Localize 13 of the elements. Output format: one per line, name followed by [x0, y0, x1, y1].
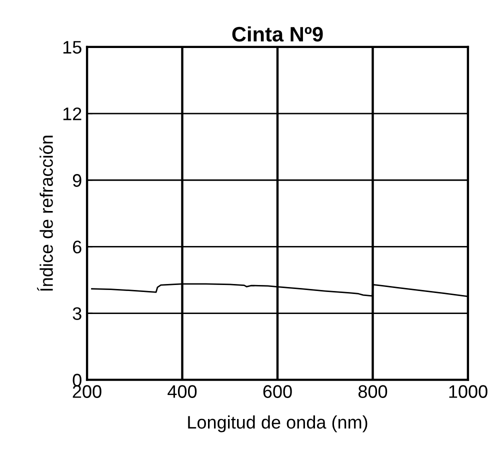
y-axis-title: Índice de refracción [37, 136, 53, 291]
y-tick-label: 3 [72, 307, 82, 320]
x-tick-label: 200 [72, 385, 102, 398]
y-tick-label: 12 [63, 107, 82, 120]
x-tick-label: 400 [168, 385, 197, 398]
x-tick-label: 800 [358, 385, 388, 398]
chart-title: Cinta Nº9 [232, 26, 323, 42]
x-tick-label: 600 [263, 385, 292, 398]
y-tick-label: 9 [72, 174, 82, 187]
y-tick-label: 6 [73, 240, 82, 254]
x-tick-label: 1000 [449, 385, 488, 398]
y-tick-label: 15 [63, 41, 82, 54]
x-axis-title: Longitud de onda (nm) [188, 415, 368, 432]
